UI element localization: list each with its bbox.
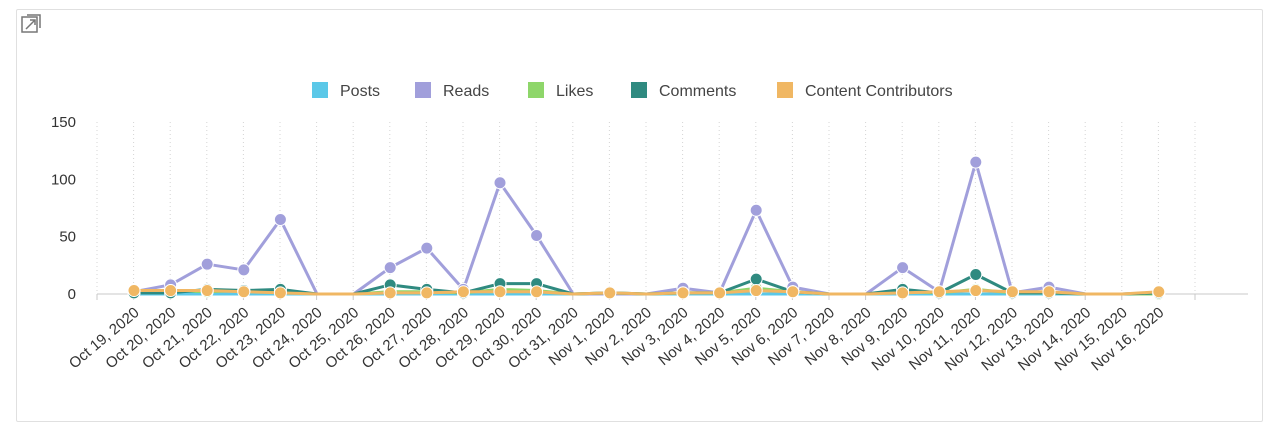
data-point-content-contributors[interactable] — [493, 285, 507, 299]
data-point-content-contributors[interactable] — [420, 286, 434, 300]
y-tick-label: 50 — [59, 229, 76, 246]
data-point-content-contributors[interactable] — [383, 286, 397, 300]
data-point-content-contributors[interactable] — [456, 285, 470, 299]
grid-lines — [96, 122, 1196, 294]
data-point-content-contributors[interactable] — [603, 286, 617, 300]
data-point-reads[interactable] — [383, 261, 397, 275]
data-point-reads[interactable] — [200, 257, 214, 271]
legend-label[interactable]: Content Contributors — [805, 83, 953, 100]
data-point-content-contributors[interactable] — [932, 285, 946, 299]
data-point-content-contributors[interactable] — [1152, 285, 1166, 299]
legend-swatch[interactable] — [777, 82, 793, 98]
data-point-content-contributors[interactable] — [273, 286, 287, 300]
data-point-content-contributors[interactable] — [896, 286, 910, 300]
legend-label[interactable]: Likes — [556, 83, 593, 100]
legend-swatch[interactable] — [312, 82, 328, 98]
data-point-content-contributors[interactable] — [1005, 285, 1019, 299]
data-point-content-contributors[interactable] — [713, 286, 727, 300]
data-point-content-contributors[interactable] — [164, 284, 178, 298]
legend-label[interactable]: Posts — [340, 83, 380, 100]
y-tick-label: 0 — [68, 286, 76, 303]
series-points — [127, 155, 1166, 301]
y-tick-label: 150 — [51, 114, 76, 131]
data-point-comments[interactable] — [749, 272, 763, 286]
legend: Posts Reads Likes Comments Content Contribut… — [312, 82, 953, 100]
legend-label[interactable]: Reads — [443, 83, 489, 100]
legend-swatch[interactable] — [528, 82, 544, 98]
legend-label[interactable]: Comments — [659, 83, 736, 100]
data-point-reads[interactable] — [969, 155, 983, 169]
data-point-content-contributors[interactable] — [127, 284, 141, 298]
data-point-content-contributors[interactable] — [749, 284, 763, 298]
data-point-content-contributors[interactable] — [676, 286, 690, 300]
data-point-reads[interactable] — [237, 263, 251, 277]
data-point-content-contributors[interactable] — [786, 285, 800, 299]
data-point-reads[interactable] — [530, 229, 544, 243]
data-point-reads[interactable] — [749, 203, 763, 217]
series-lines — [133, 160, 1159, 296]
data-point-reads[interactable] — [896, 261, 910, 275]
expand-icon[interactable] — [19, 12, 43, 36]
data-point-content-contributors[interactable] — [530, 285, 544, 299]
y-tick-label: 100 — [51, 171, 76, 188]
data-point-content-contributors[interactable] — [237, 285, 251, 299]
data-point-reads[interactable] — [420, 241, 434, 255]
data-point-content-contributors[interactable] — [200, 284, 214, 298]
legend-swatch[interactable] — [415, 82, 431, 98]
legend-swatch[interactable] — [631, 82, 647, 98]
data-point-comments[interactable] — [969, 268, 983, 282]
data-point-content-contributors[interactable] — [969, 284, 983, 298]
chart-card — [16, 9, 1263, 422]
data-point-reads[interactable] — [273, 212, 287, 226]
series-line-content-contributors — [134, 289, 1159, 296]
data-point-reads[interactable] — [493, 176, 507, 190]
data-point-content-contributors[interactable] — [1042, 285, 1056, 299]
y-axis-ticks: 0 50 100 150 — [51, 114, 76, 303]
